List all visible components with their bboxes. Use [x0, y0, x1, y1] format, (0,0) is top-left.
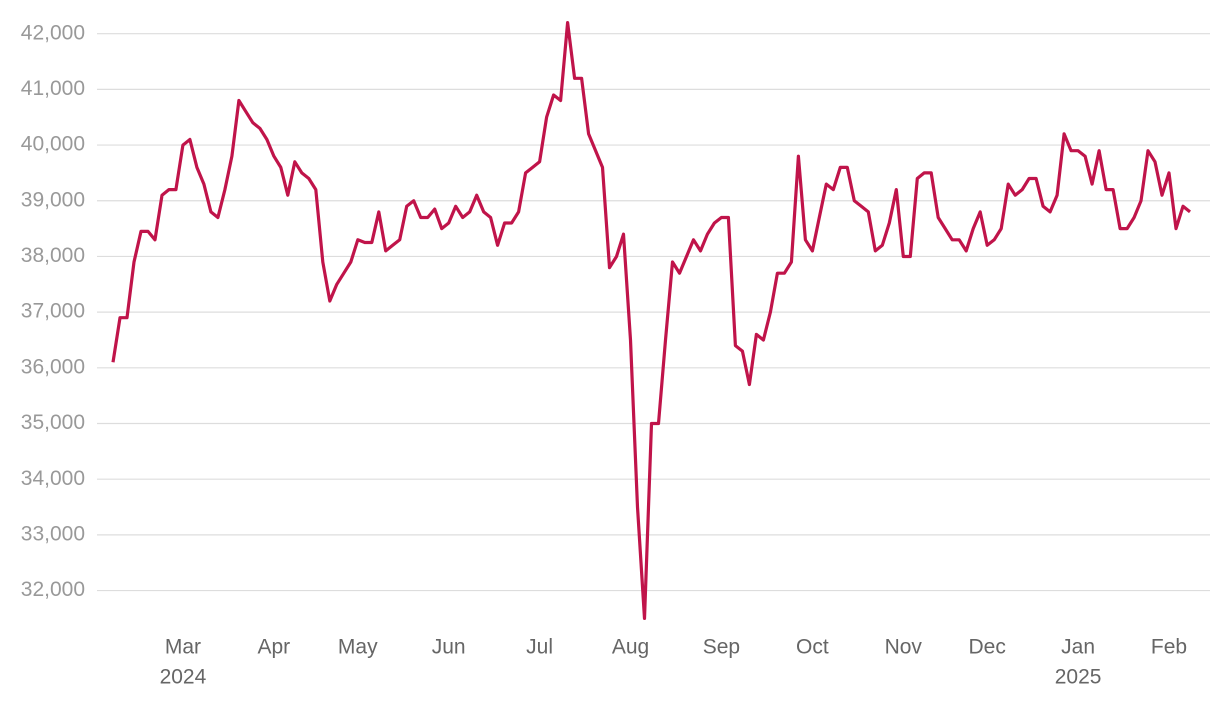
line [111, 21, 1191, 620]
y-tick-label: 34,000 [21, 467, 85, 490]
x-tick-label: Feb [1151, 636, 1187, 659]
y-tick-label: 40,000 [21, 133, 85, 156]
x-tick-label: Apr [258, 636, 291, 659]
y-tick-label: 33,000 [21, 522, 85, 545]
x-tick-label: Jan [1061, 636, 1095, 659]
x-tick-label: Sep [703, 636, 740, 659]
y-tick-label: 41,000 [21, 77, 85, 100]
x-tick-label: May [338, 636, 378, 659]
y-tick-label: 36,000 [21, 355, 85, 378]
x-year-label: 2024 [160, 666, 207, 689]
y-tick-label: 35,000 [21, 411, 85, 434]
y-tick-label: 38,000 [21, 244, 85, 267]
x-tick-label: Jun [432, 636, 466, 659]
x-year-label: 2025 [1055, 666, 1102, 689]
y-tick-label: 37,000 [21, 300, 85, 323]
y-tick-label: 42,000 [21, 21, 85, 44]
x-tick-label: Dec [969, 636, 1006, 659]
x-tick-label: Aug [612, 636, 649, 659]
x-tick-label: Mar [165, 636, 201, 659]
x-tick-label: Oct [796, 636, 829, 659]
x-tick-label: Jul [526, 636, 553, 659]
y-tick-label: 39,000 [21, 188, 85, 211]
y-tick-label: 32,000 [21, 578, 85, 601]
x-tick-label: Nov [885, 636, 923, 659]
